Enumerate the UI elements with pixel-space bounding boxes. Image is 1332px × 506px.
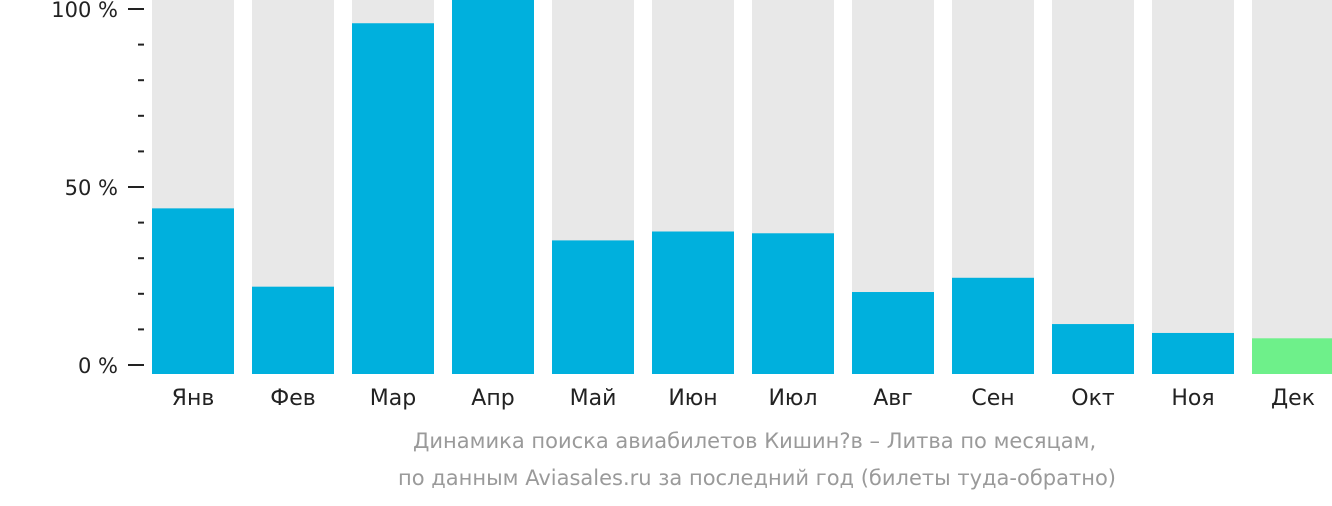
bar — [252, 286, 334, 374]
chart-caption-line2: по данным Aviasales.ru за последний год … — [398, 466, 1116, 490]
y-tick-label: 0 % — [78, 354, 118, 378]
y-tick-label: 50 % — [65, 176, 118, 200]
bar — [352, 23, 434, 375]
chart-caption-line1: Динамика поиска авиабилетов Кишин?в – Ли… — [413, 429, 1097, 453]
x-tick-label: Авг — [873, 386, 913, 411]
x-tick-label: Май — [570, 386, 617, 411]
bar — [652, 231, 734, 374]
x-tick-label: Мар — [370, 386, 416, 411]
x-tick-label: Окт — [1071, 386, 1115, 411]
x-tick-label: Янв — [172, 386, 215, 411]
bar — [752, 233, 834, 374]
bar-background — [1252, 0, 1332, 374]
x-tick-label: Сен — [971, 386, 1014, 411]
bar — [852, 292, 934, 374]
bar — [952, 277, 1034, 374]
x-tick-label: Июн — [668, 386, 717, 411]
bar-background — [1052, 0, 1134, 374]
bar — [152, 208, 234, 374]
bar — [452, 0, 534, 374]
x-tick-label: Фев — [270, 386, 315, 411]
y-tick-label: 100 % — [51, 0, 118, 22]
x-tick-label: Июл — [768, 386, 817, 411]
bar — [1052, 324, 1134, 374]
x-tick-label: Ноя — [1171, 386, 1214, 411]
bar — [1252, 338, 1332, 374]
bar — [1152, 332, 1234, 374]
bar — [552, 240, 634, 374]
x-tick-label: Дек — [1271, 386, 1315, 411]
x-tick-label: Апр — [471, 386, 514, 411]
bar-background — [1152, 0, 1234, 374]
